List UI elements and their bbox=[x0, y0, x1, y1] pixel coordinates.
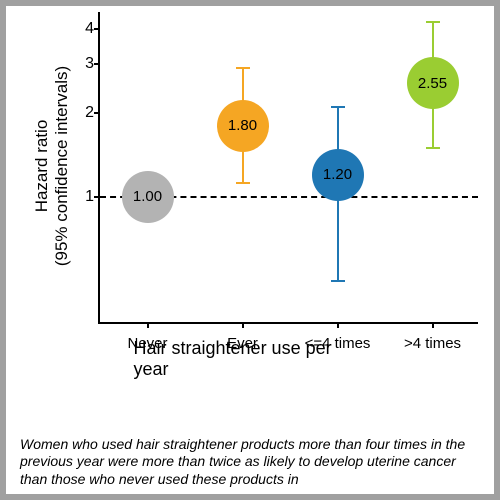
errorbar-cap bbox=[236, 182, 250, 184]
x-tick-label: >4 times bbox=[404, 335, 461, 352]
x-axis-label: Hair straightener use per year bbox=[134, 338, 369, 380]
plot-area: 1234NeverEver<=4 times>4 times1.001.801.… bbox=[98, 12, 478, 324]
y-tick-label: 3 bbox=[74, 55, 94, 73]
errorbar-cap bbox=[426, 147, 440, 149]
errorbar-cap bbox=[331, 280, 345, 282]
errorbar-cap bbox=[426, 21, 440, 23]
y-tick-mark bbox=[94, 28, 100, 30]
y-tick-mark bbox=[94, 63, 100, 65]
y-tick-label: 4 bbox=[74, 20, 94, 38]
chart-container: 1234NeverEver<=4 times>4 times1.001.801.… bbox=[16, 6, 486, 406]
y-tick-label: 1 bbox=[74, 188, 94, 206]
x-tick-mark bbox=[147, 322, 149, 328]
y-tick-mark bbox=[94, 112, 100, 114]
errorbar-cap bbox=[331, 106, 345, 108]
data-point: 2.55 bbox=[407, 57, 459, 109]
y-axis-label: Hazard ratio (95% confidence intervals) bbox=[32, 66, 72, 266]
data-point: 1.20 bbox=[312, 149, 364, 201]
data-point: 1.00 bbox=[122, 171, 174, 223]
caption: Women who used hair straightener product… bbox=[20, 436, 480, 489]
errorbar-cap bbox=[236, 67, 250, 69]
y-axis-label-main: Hazard ratio bbox=[32, 66, 52, 266]
y-tick-label: 2 bbox=[74, 104, 94, 122]
y-axis-label-sub: (95% confidence intervals) bbox=[52, 66, 72, 266]
data-point: 1.80 bbox=[217, 100, 269, 152]
x-tick-mark bbox=[337, 322, 339, 328]
x-tick-mark bbox=[242, 322, 244, 328]
x-tick-mark bbox=[432, 322, 434, 328]
y-tick-mark bbox=[94, 196, 100, 198]
